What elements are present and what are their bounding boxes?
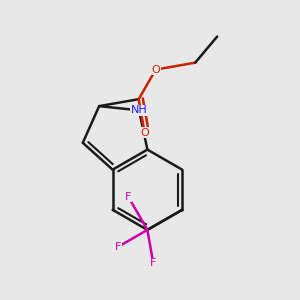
- Text: F: F: [150, 259, 157, 269]
- Text: O: O: [140, 128, 149, 138]
- Text: F: F: [125, 192, 131, 202]
- Text: O: O: [152, 64, 160, 75]
- Text: F: F: [115, 242, 121, 252]
- Text: NH: NH: [131, 105, 147, 115]
